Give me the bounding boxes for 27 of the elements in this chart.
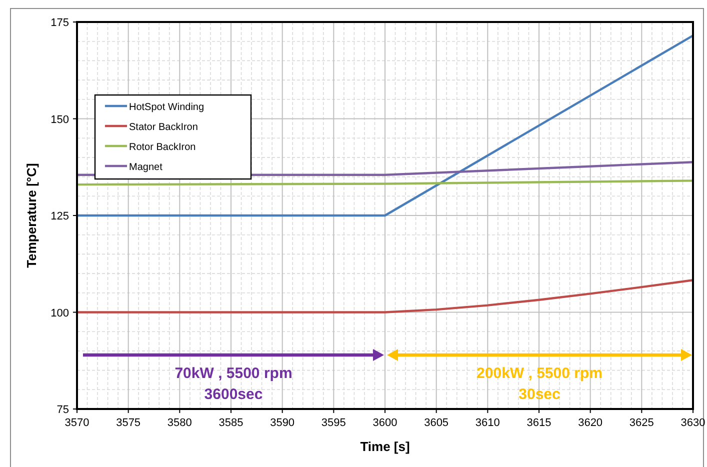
y-tick-label: 75 — [56, 404, 69, 416]
y-tick-label: 150 — [50, 114, 69, 126]
line-series — [76, 279, 694, 314]
x-tick-label: 3630 — [680, 417, 706, 429]
y-tick-label: 175 — [50, 17, 69, 29]
x-axis-title: Time [s] — [360, 439, 410, 454]
x-tick-label: 3605 — [424, 417, 449, 429]
x-tick-label: 3600 — [372, 417, 398, 429]
x-tick-label: 3580 — [167, 417, 192, 429]
x-tick-label: 3590 — [270, 417, 295, 429]
x-tick-label: 3625 — [629, 417, 654, 429]
y-tick-label: 125 — [50, 210, 69, 222]
x-tick-label: 3570 — [64, 417, 90, 429]
legend-label: Rotor BackIron — [129, 142, 196, 153]
x-tick-label: 3585 — [218, 417, 244, 429]
annotation: 200kW , 5500 rpm 30sec — [476, 365, 602, 403]
legend-label: Magnet — [129, 162, 163, 173]
x-tick-label: 3615 — [526, 417, 552, 429]
x-tick-label: 3620 — [578, 417, 603, 429]
x-tick-label: 3575 — [116, 417, 141, 429]
x-tick-label: 3610 — [475, 417, 500, 429]
legend-label: HotSpot Winding — [129, 102, 204, 113]
annotation: 70kW , 5500 rpm 3600sec — [174, 365, 292, 403]
y-axis-title: Temperature [°C] — [24, 163, 39, 268]
y-tick-label: 100 — [50, 307, 69, 320]
legend-label: Stator BackIron — [129, 122, 198, 133]
x-tick-label: 3595 — [321, 417, 346, 429]
